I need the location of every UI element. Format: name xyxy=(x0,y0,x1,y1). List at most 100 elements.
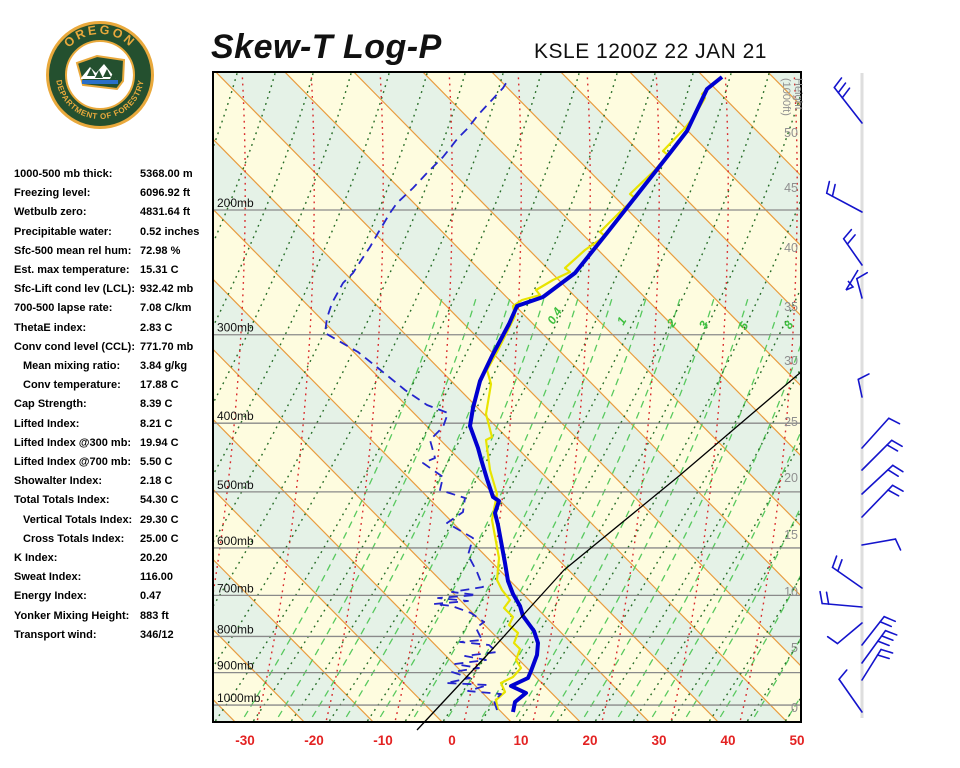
index-value: 116.00 xyxy=(140,571,174,584)
mean-wind-arrow xyxy=(845,269,859,291)
index-value: 2.18 C xyxy=(140,475,173,488)
index-row: Precipitable water: 0.52 inches xyxy=(14,225,199,238)
wind-barb xyxy=(856,271,869,299)
index-label: Yonker Mixing Height: xyxy=(14,609,130,622)
plot-area xyxy=(214,73,800,721)
page-title: Skew-T Log-P xyxy=(211,28,442,66)
index-row: Cap Strength: 8.39 C xyxy=(14,398,172,411)
index-value: 17.88 C xyxy=(140,379,179,392)
index-row: Lifted Index @300 mb: 19.94 C xyxy=(14,436,179,449)
wind-barb xyxy=(861,417,901,449)
index-label: Conv cond level (CCL): xyxy=(14,340,136,353)
index-row: ThetaE index: 2.83 C xyxy=(14,322,172,334)
index-value: 29.30 C xyxy=(140,513,179,526)
index-label: Cross Totals Index: xyxy=(23,532,125,545)
index-label: Precipitable water: xyxy=(14,225,112,238)
height-label: 50 xyxy=(784,126,798,140)
index-label: Lifted Index @300 mb: xyxy=(14,436,132,449)
height-label: 35 xyxy=(784,300,798,314)
pressure-label: 900mb xyxy=(217,659,254,673)
index-label: Showalter Index: xyxy=(14,475,103,488)
index-value: 3.84 g/kg xyxy=(140,360,188,372)
temp-tick-label: 50 xyxy=(789,733,804,748)
index-label: Sfc-Lift cond lev (LCL): xyxy=(14,283,135,296)
indices-panel: 1000-500 mb thick: 5368.00 m Freezing leve… xyxy=(0,0,212,768)
wind-barb xyxy=(826,622,863,645)
index-value: 0.47 xyxy=(140,590,162,603)
wind-barb xyxy=(861,629,898,664)
height-label: 5 xyxy=(791,641,798,655)
index-value: 5368.00 m xyxy=(140,168,193,180)
wind-barbs xyxy=(819,77,904,713)
wind-barb xyxy=(825,180,863,213)
index-value: 883 ft xyxy=(140,609,169,622)
index-value: 932.42 mb xyxy=(140,283,194,296)
index-label: Wetbulb zero: xyxy=(14,206,87,219)
index-label: K Index: xyxy=(14,552,58,564)
index-value: 4831.64 ft xyxy=(140,206,191,219)
pressure-label: 200mb xyxy=(217,196,254,210)
wind-barb xyxy=(838,669,863,713)
wind-barb xyxy=(861,484,904,518)
temp-tick-label: 30 xyxy=(651,733,666,748)
parcel-line xyxy=(416,371,802,731)
index-value: 2.83 C xyxy=(140,321,173,334)
isotherm-bands xyxy=(214,73,800,721)
index-value: 6096.92 ft xyxy=(140,187,191,200)
index-label: 700-500 lapse rate: xyxy=(14,302,113,315)
temp-tick-label: -10 xyxy=(373,733,393,748)
index-value: 25.00 C xyxy=(140,532,179,545)
index-value: 20.20 xyxy=(140,552,168,564)
station-time-label: KSLE 1200Z 22 JAN 21 xyxy=(534,40,767,63)
index-label: Total Totals Index: xyxy=(14,494,110,507)
index-value: 346/12 xyxy=(140,628,174,641)
height-label: 20 xyxy=(784,471,798,485)
index-label: Vertical Totals Index: xyxy=(23,513,133,526)
index-row: Energy Index: 0.47 xyxy=(14,590,161,602)
index-label: Conv temperature: xyxy=(23,379,121,392)
index-row: Conv cond level (CCL): 771.70 mb xyxy=(14,340,193,353)
pressure-label: 400mb xyxy=(217,409,254,423)
temperature-trace xyxy=(468,75,724,713)
index-row: Showalter Index: 2.18 C xyxy=(14,475,172,488)
index-value: 7.08 C/km xyxy=(140,302,192,315)
index-row: Total Totals Index: 54.30 C xyxy=(14,494,179,507)
index-value: 15.31 C xyxy=(140,264,179,276)
index-value: 72.98 % xyxy=(140,244,181,257)
temp-tick-label: -30 xyxy=(235,733,255,748)
pressure-label: 300mb xyxy=(217,321,254,335)
index-value: 0.52 inches xyxy=(140,225,200,238)
height-label: 30 xyxy=(784,354,798,368)
wind-barb xyxy=(861,648,894,681)
index-row: Sfc-500 mean rel hum: 72.98 % xyxy=(14,244,180,257)
index-row: Lifted Index: 8.21 C xyxy=(14,418,172,430)
height-label: 10 xyxy=(784,585,798,599)
index-row: K Index: 20.20 xyxy=(14,552,168,564)
index-label: Cap Strength: xyxy=(14,398,87,411)
index-value: 54.30 C xyxy=(140,494,179,507)
wind-barb xyxy=(833,77,863,124)
index-value: 8.39 C xyxy=(140,398,173,411)
index-label: Transport wind: xyxy=(14,628,97,641)
index-row: Est. max temperature: 15.31 C xyxy=(14,264,179,276)
index-label: Mean mixing ratio: xyxy=(23,360,121,372)
height-label: 25 xyxy=(784,415,798,429)
index-label: Freezing level: xyxy=(14,187,91,200)
index-label: Sfc-500 mean rel hum: xyxy=(14,244,132,257)
isotherm-lines xyxy=(214,73,800,721)
pressure-label: 700mb xyxy=(217,581,254,595)
index-row: Sweat Index: 116.00 xyxy=(14,571,173,583)
wind-barb xyxy=(861,615,897,646)
wind-barb xyxy=(861,538,902,551)
index-row: Wetbulb zero: 4831.64 ft xyxy=(14,206,190,219)
moist-adiabat-lines xyxy=(214,73,800,721)
temp-tick-label: 40 xyxy=(720,733,735,748)
index-row: Transport wind: 346/12 xyxy=(14,628,174,641)
temp-tick-label: 0 xyxy=(448,733,456,748)
pressure-label: 800mb xyxy=(217,622,254,636)
index-row: Cross Totals Index: 25.00 C xyxy=(14,532,179,545)
chart-border xyxy=(212,71,802,723)
